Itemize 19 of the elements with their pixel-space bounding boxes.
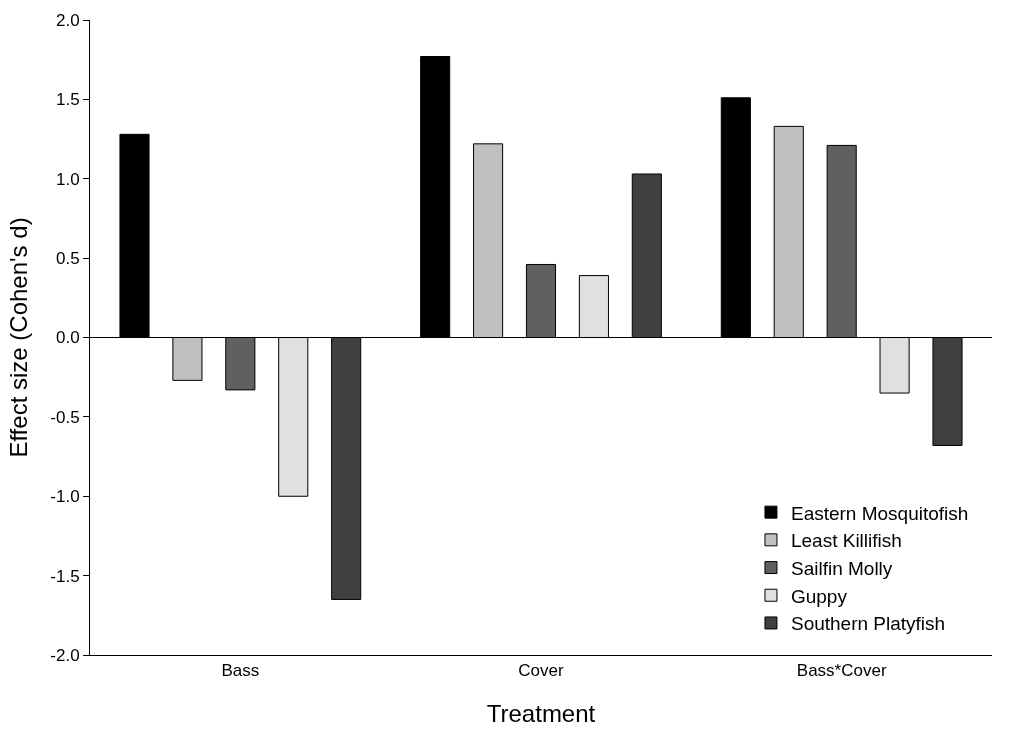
y-axis-title: Effect size (Cohen's d) [5,217,33,458]
y-tick-label: -2.0 [50,645,80,665]
y-tick-label: -1.5 [50,566,80,586]
x-tick-label: Bass [221,661,260,681]
y-tick-label: 2.0 [55,10,80,30]
legend-label: Guppy [790,585,848,607]
y-tick-label: 0.5 [55,249,80,269]
legend-label: Eastern Mosquitofish [790,502,969,524]
x-tick-label: Bass*Cover [796,661,887,681]
legend-label: Sailfin Molly [790,557,893,579]
y-tick-label: -1.0 [50,487,80,507]
y-tick-label: 0.0 [55,328,80,348]
x-tick-label: Cover [518,661,565,681]
y-tick-label: 1.0 [55,169,80,189]
y-tick-label: 1.5 [55,90,80,110]
y-tick-label: -0.5 [50,407,80,427]
legend-label: Least Killifish [790,530,902,552]
x-axis-title: Treatment [486,699,596,727]
legend-label: Southern Platyfish [790,613,946,635]
